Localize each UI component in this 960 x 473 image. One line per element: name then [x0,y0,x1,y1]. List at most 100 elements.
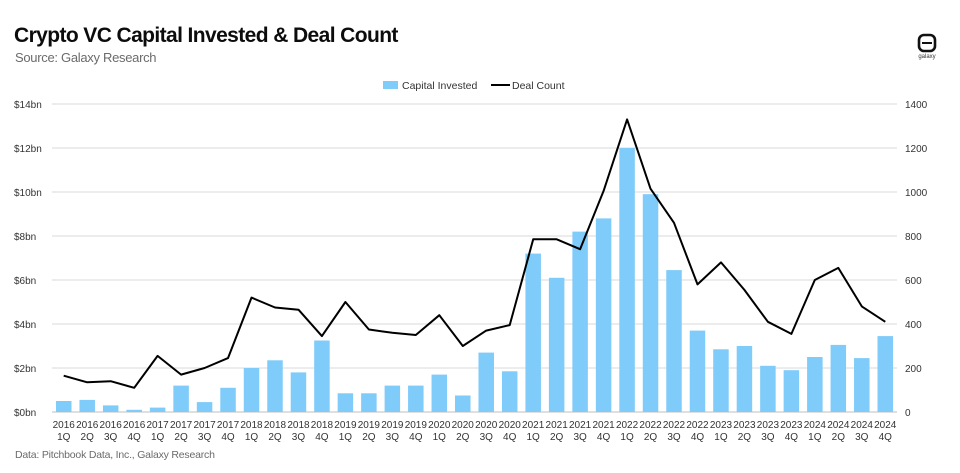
x-axis-tick-year: 2023 [757,420,780,431]
x-axis-tick-year: 2023 [733,420,756,431]
legend-label-deal-count: Deal Count [512,80,565,92]
left-axis-tick-label: $10bn [14,188,42,199]
x-axis-tick-quarter: 4Q [503,432,517,443]
right-axis-tick-label: 600 [905,276,922,287]
bar [666,270,682,412]
left-axis-tick-label: $14bn [14,100,42,111]
x-axis-tick-quarter: 2Q [832,432,846,443]
bar [220,387,236,412]
x-axis-tick-quarter: 1Q [808,432,822,443]
left-axis-tick-label: $2bn [14,364,36,375]
x-axis-tick-year: 2022 [639,420,662,431]
bar [807,357,823,412]
x-axis-tick-year: 2023 [710,420,733,431]
x-axis-tick-year: 2017 [193,420,216,431]
x-axis-tick-quarter: 1Q [245,432,259,443]
galaxy-logo: galaxy [912,32,942,64]
x-axis-tick-year: 2024 [804,420,827,431]
deal-count-line [63,118,886,389]
x-axis-tick-quarter: 1Q [527,432,541,443]
x-axis-tick-quarter: 3Q [104,432,118,443]
bar [619,148,635,412]
bar [548,277,565,412]
x-axis-tick-year: 2016 [100,420,123,431]
x-axis-tick-year: 2021 [569,420,592,431]
x-axis-tick-quarter: 1Q [339,432,353,443]
x-axis-tick-year: 2016 [76,420,99,431]
legend-label-capital-invested: Capital Invested [402,80,477,92]
bar [55,401,72,412]
x-axis-tick-quarter: 3Q [667,432,681,443]
bar [689,330,706,412]
x-axis-tick-year: 2020 [428,420,451,431]
bar [102,405,119,412]
bar [126,409,142,412]
bar [501,371,518,412]
x-axis-tick-year: 2024 [851,420,874,431]
chart-title: Crypto VC Capital Invested & Deal Count [14,24,398,47]
right-axis-tick-label: 1200 [905,144,928,155]
x-axis-tick-year: 2019 [358,420,381,431]
bar [713,349,729,412]
bar [455,395,471,412]
logo-text: galaxy [918,54,936,60]
gridlines [52,103,897,413]
bar [361,393,377,412]
x-axis-tick-quarter: 4Q [409,432,423,443]
x-axis-tick-quarter: 1Q [714,432,728,443]
x-axis-tick-year: 2021 [592,420,615,431]
x-axis-tick-quarter: 2Q [550,432,564,443]
x-axis-tick-year: 2016 [53,420,76,431]
x-axis-tick-quarter: 3Q [292,432,306,443]
bars-capital-invested [55,148,894,412]
bar [79,399,95,412]
bar [642,194,659,412]
x-axis-tick-quarter: 2Q [738,432,752,443]
bar [760,365,776,412]
right-axis-tick-label: 200 [905,364,922,375]
line-deal-count [63,118,886,389]
x-axis-tick-quarter: 2Q [456,432,470,443]
x-axis-tick-year: 2023 [780,420,803,431]
bar [267,360,283,412]
bar [196,402,213,412]
left-axis-tick-label: $8bn [14,232,36,243]
x-axis-tick-year: 2022 [686,420,709,431]
legend-swatch-capital-invested [383,81,398,89]
right-axis-tick-label: 1400 [905,100,928,111]
bar [783,370,800,412]
bar [408,385,424,412]
bar [173,385,189,412]
x-axis-tick-year: 2024 [874,420,897,431]
bar [854,358,870,412]
x-axis-tick-quarter: 2Q [644,432,658,443]
x-axis-tick-year: 2018 [264,420,287,431]
x-axis-tick-quarter: 2Q [268,432,282,443]
bar [337,393,354,412]
x-axis-tick-quarter: 3Q [198,432,212,443]
x-axis-tick-quarter: 1Q [620,432,634,443]
x-axis-tick-quarter: 4Q [785,432,799,443]
x-axis-tick-quarter: 3Q [480,432,494,443]
x-axis-tick-quarter: 3Q [855,432,869,443]
x-axis-tick-year: 2016 [123,420,146,431]
left-axis-tick-label: $12bn [14,144,42,155]
x-axis-tick-year: 2018 [311,420,334,431]
x-axis-tick-year: 2020 [499,420,522,431]
x-axis-tick-quarter: 4Q [597,432,611,443]
bar [595,218,612,412]
bar [736,346,753,412]
x-axis-tick-year: 2022 [663,420,686,431]
x-axis-tick-year: 2021 [522,420,545,431]
galaxy-logo-icon [917,33,937,53]
x-axis-tick-quarter: 4Q [691,432,705,443]
bar [478,352,494,412]
right-axis: 0 200 400 600 800 1000 1200 1400 [905,100,928,419]
x-axis-tick-year: 2024 [827,420,850,431]
x-axis-tick-quarter: 1Q [151,432,165,443]
right-axis-tick-label: 1000 [905,188,928,199]
left-axis-tick-label: $4bn [14,320,36,331]
x-axis-tick-year: 2017 [217,420,240,431]
legend: Capital Invested Deal Count [383,80,565,92]
